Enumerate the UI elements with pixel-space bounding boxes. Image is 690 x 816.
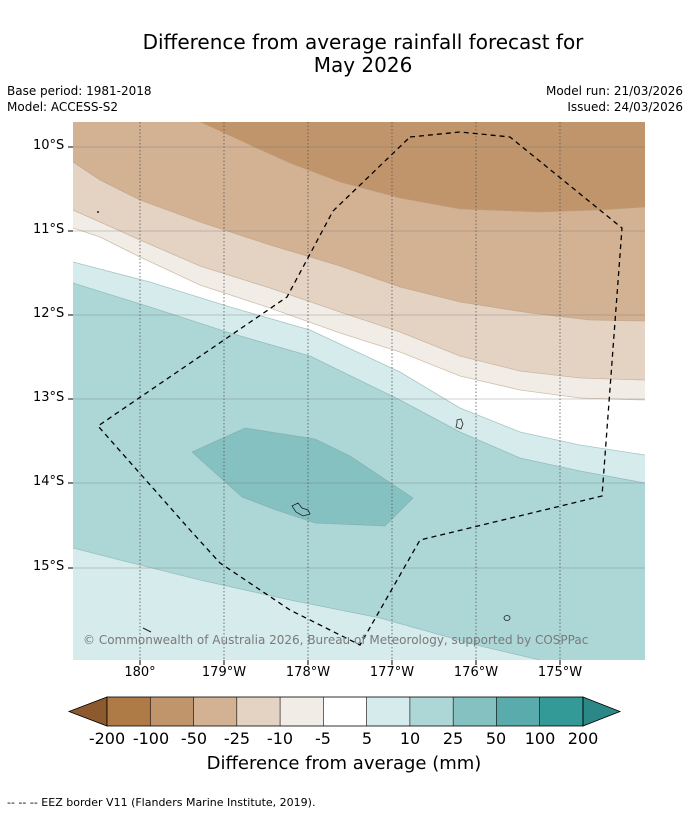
lat-label-15s: 15°S	[33, 559, 65, 574]
colorbar-arrow-left	[67, 696, 108, 727]
colorbar-tick: 25	[442, 729, 464, 748]
band-minus-50	[200, 122, 645, 212]
colorbar-frame	[106, 696, 584, 727]
base-period: Base period: 1981-2018	[7, 84, 152, 98]
lon-label-180: 180°	[124, 665, 156, 680]
lon-label-177w: 177°W	[369, 665, 415, 680]
lon-label-176w: 176°W	[453, 665, 499, 680]
colorbar-tick: -25	[223, 729, 251, 748]
map-field	[73, 122, 645, 660]
lon-label-175w: 175°W	[537, 665, 583, 680]
island-wallis	[455, 418, 464, 430]
axis-ticks	[68, 146, 561, 665]
island-northwest	[97, 211, 99, 213]
colorbar-segment	[366, 697, 411, 726]
island-small-east	[503, 615, 511, 621]
colorbar-tick: -50	[180, 729, 208, 748]
lon-label-178w: 178°W	[285, 665, 331, 680]
title-line-2: May 2026	[313, 53, 413, 77]
colorbar-tick: -200	[88, 729, 126, 748]
meta-right: Model run: 21/03/2026 Issued: 24/03/2026	[546, 83, 683, 115]
colorbar-segment	[453, 697, 497, 726]
colorbar-segment	[409, 697, 454, 726]
band-plus-5-south	[73, 548, 540, 660]
colorbar	[67, 696, 622, 727]
lat-label-13s: 13°S	[33, 390, 65, 405]
colorbar-segment	[150, 697, 195, 726]
colorbar-tick: -5	[315, 729, 331, 748]
model-run: Model run: 21/03/2026	[545, 84, 683, 98]
colorbar-tick: 50	[485, 729, 507, 748]
colorbar-segment	[236, 697, 281, 726]
title-line-1: Difference from average rainfall forecas…	[142, 30, 584, 54]
island-futuna	[291, 502, 311, 517]
colorbar-segment	[496, 697, 541, 726]
colorbar-tick: 10	[399, 729, 421, 748]
colorbar-label: Difference from average (mm)	[206, 753, 482, 774]
copyright-notice: © Commonwealth of Australia 2026, Bureau…	[83, 633, 589, 647]
lon-label-179w: 179°W	[201, 665, 247, 680]
band-plus-25	[192, 428, 413, 526]
dry-contour-lines	[73, 144, 645, 401]
colorbar-tick: 100	[524, 729, 556, 748]
lat-label-11s: 11°S	[33, 222, 65, 237]
colorbar-tick: -10	[266, 729, 294, 748]
colorbar-segment	[193, 697, 238, 726]
colorbar-segment	[107, 697, 151, 726]
model-name: Model: ACCESS-S2	[7, 100, 119, 114]
colorbar-tick: 5	[361, 729, 373, 748]
lat-label-14s: 14°S	[33, 474, 65, 489]
colorbar-segment	[323, 697, 368, 726]
issued-date: Issued: 24/03/2026	[567, 100, 683, 114]
latitude-gridlines	[73, 146, 645, 569]
lat-label-12s: 12°S	[33, 306, 65, 321]
colorbar-segment	[280, 697, 324, 726]
longitude-gridlines	[139, 122, 561, 660]
island-west	[142, 627, 152, 633]
eez-footnote: -- -- -- EEZ border V11 (Flanders Marine…	[7, 796, 316, 809]
colorbar-tick: -100	[132, 729, 170, 748]
colorbar-tick: 200	[567, 729, 599, 748]
colorbar-segment	[539, 697, 584, 726]
chart-title: Difference from average rainfall forecas…	[0, 31, 690, 77]
colorbar-arrow-right	[582, 696, 622, 727]
lat-label-10s: 10°S	[33, 138, 65, 153]
meta-left: Base period: 1981-2018 Model: ACCESS-S2	[7, 83, 152, 115]
